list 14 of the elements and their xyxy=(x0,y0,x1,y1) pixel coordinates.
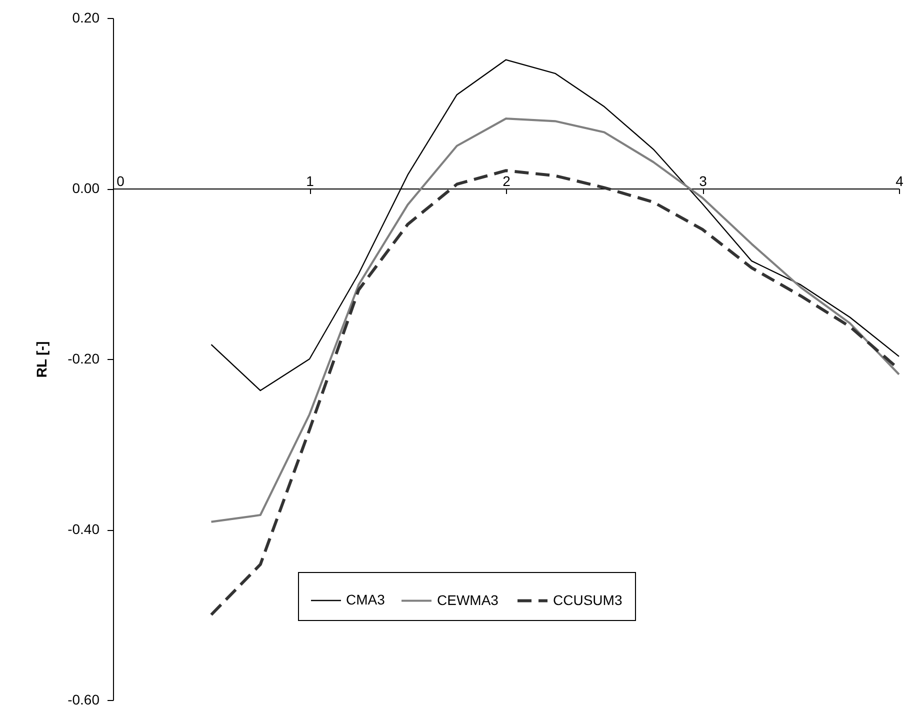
legend-label: CMA3 xyxy=(346,592,386,608)
y-tick-label: -0.60 xyxy=(68,692,100,708)
y-tick-label: 0.20 xyxy=(72,10,100,26)
x-tick-label: 3 xyxy=(699,173,708,189)
legend-label: CCUSUM3 xyxy=(553,592,622,608)
y-tick-label: -0.20 xyxy=(68,350,100,366)
y-tick-label: -0.40 xyxy=(68,521,100,537)
y-tick-label: 0.00 xyxy=(72,180,100,196)
y-axis-title: RL [-] xyxy=(34,341,50,378)
x-tick-label: 4 xyxy=(896,173,904,189)
legend-label: CEWMA3 xyxy=(437,592,499,608)
x-tick-label: 2 xyxy=(502,173,511,189)
x-tick-label: 1 xyxy=(306,173,314,189)
x-tick-label: 0 xyxy=(116,173,125,189)
